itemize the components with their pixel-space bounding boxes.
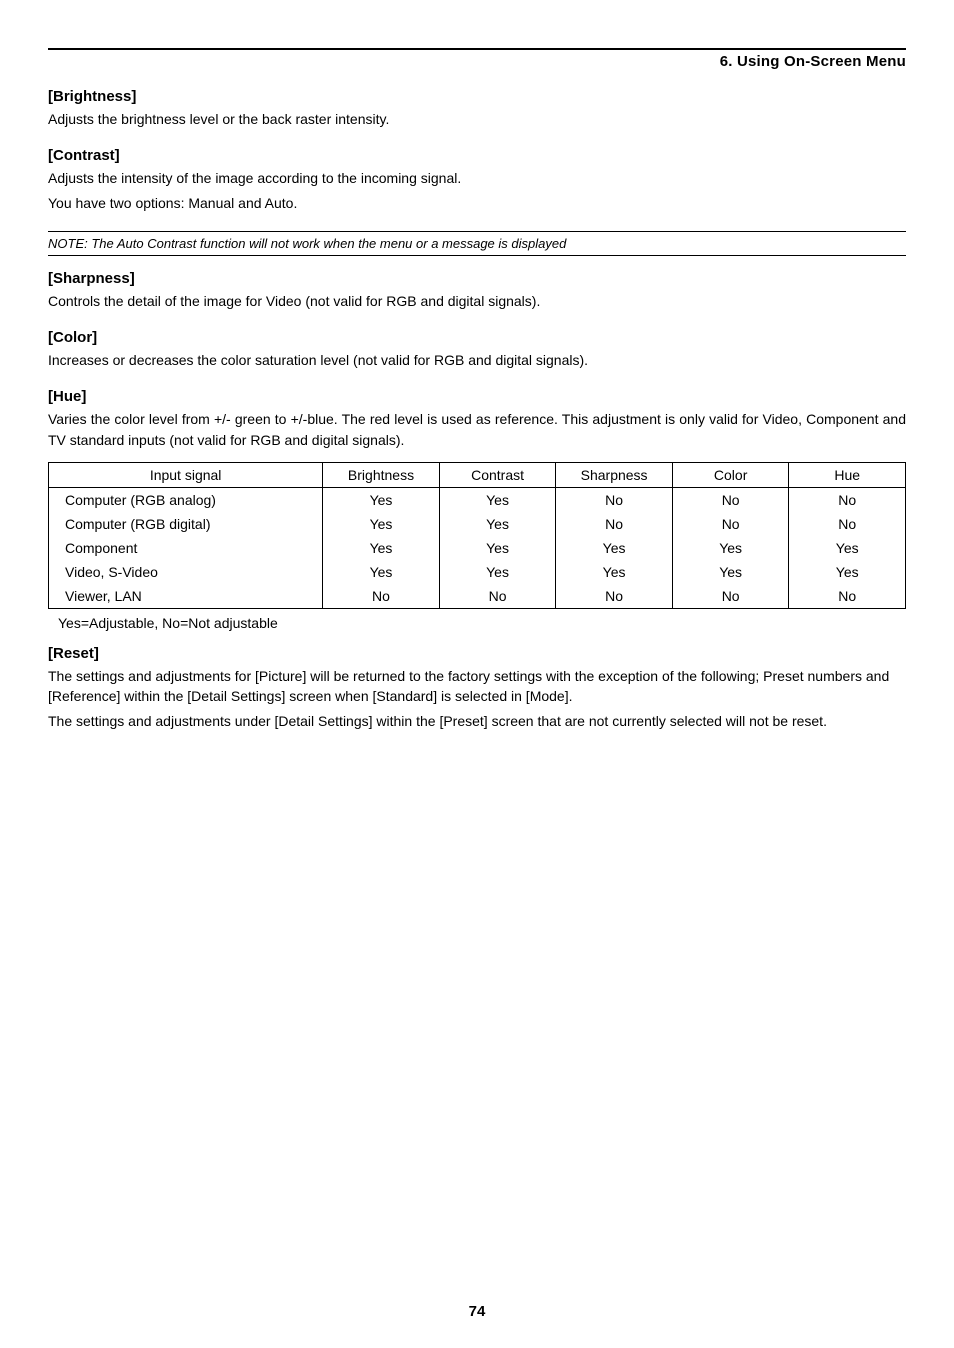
table-cell: Yes [439, 536, 556, 560]
table-cell: No [672, 512, 789, 536]
table-cell: No [556, 584, 673, 609]
sharpness-title: [Sharpness] [48, 270, 906, 287]
hue-body: Varies the color level from +/- green to… [48, 409, 906, 450]
table-cell: No [556, 512, 673, 536]
color-body: Increases or decreases the color saturat… [48, 350, 906, 370]
sharpness-body: Controls the detail of the image for Vid… [48, 291, 906, 311]
table-row: Computer (RGB digital)YesYesNoNoNo [49, 512, 906, 536]
table-cell: Video, S-Video [49, 560, 323, 584]
table-row: Viewer, LANNoNoNoNoNo [49, 584, 906, 609]
chapter-header: 6. Using On-Screen Menu [48, 53, 906, 70]
page-number: 74 [0, 1303, 954, 1320]
table-cell: No [439, 584, 556, 609]
table-cell: No [789, 488, 906, 513]
table-cell: No [672, 488, 789, 513]
table-cell: Viewer, LAN [49, 584, 323, 609]
note-rule-bottom [48, 255, 906, 256]
table-caption: Yes=Adjustable, No=Not adjustable [58, 615, 906, 631]
table-cell: No [672, 584, 789, 609]
table-header-row: Input signalBrightnessContrastSharpnessC… [49, 463, 906, 488]
table-cell: Yes [439, 512, 556, 536]
table-header-cell: Contrast [439, 463, 556, 488]
brightness-title: [Brightness] [48, 88, 906, 105]
table-cell: Yes [672, 536, 789, 560]
note-block: NOTE: The Auto Contrast function will no… [48, 231, 906, 256]
color-title: [Color] [48, 329, 906, 346]
table-cell: No [789, 584, 906, 609]
signal-table: Input signalBrightnessContrastSharpnessC… [48, 462, 906, 609]
table-cell: Computer (RGB digital) [49, 512, 323, 536]
reset-body-1: The settings and adjustments for [Pictur… [48, 666, 906, 707]
table-cell: Yes [672, 560, 789, 584]
table-cell: Yes [323, 512, 440, 536]
table-cell: Yes [789, 560, 906, 584]
table-cell: Computer (RGB analog) [49, 488, 323, 513]
table-cell: Yes [439, 560, 556, 584]
hue-title: [Hue] [48, 388, 906, 405]
table-cell: Yes [323, 488, 440, 513]
table-row: Video, S-VideoYesYesYesYesYes [49, 560, 906, 584]
table-cell: Component [49, 536, 323, 560]
table-cell: No [323, 584, 440, 609]
reset-title: [Reset] [48, 645, 906, 662]
table-header-cell: Color [672, 463, 789, 488]
reset-body-2: The settings and adjustments under [Deta… [48, 711, 906, 731]
table-cell: Yes [789, 536, 906, 560]
table-cell: Yes [323, 536, 440, 560]
table-body: Computer (RGB analog)YesYesNoNoNoCompute… [49, 488, 906, 609]
header-rule [48, 48, 906, 50]
table-cell: No [556, 488, 673, 513]
table-cell: Yes [323, 560, 440, 584]
table-row: Computer (RGB analog)YesYesNoNoNo [49, 488, 906, 513]
table-cell: Yes [556, 536, 673, 560]
table-header-cell: Brightness [323, 463, 440, 488]
contrast-title: [Contrast] [48, 147, 906, 164]
contrast-body-1: Adjusts the intensity of the image accor… [48, 168, 906, 188]
contrast-body-2: You have two options: Manual and Auto. [48, 193, 906, 213]
note-text: NOTE: The Auto Contrast function will no… [48, 232, 906, 255]
brightness-body: Adjusts the brightness level or the back… [48, 109, 906, 129]
table-cell: No [789, 512, 906, 536]
table-header-cell: Input signal [49, 463, 323, 488]
table-header-cell: Sharpness [556, 463, 673, 488]
table-cell: Yes [556, 560, 673, 584]
table-row: ComponentYesYesYesYesYes [49, 536, 906, 560]
table-header-cell: Hue [789, 463, 906, 488]
table-cell: Yes [439, 488, 556, 513]
